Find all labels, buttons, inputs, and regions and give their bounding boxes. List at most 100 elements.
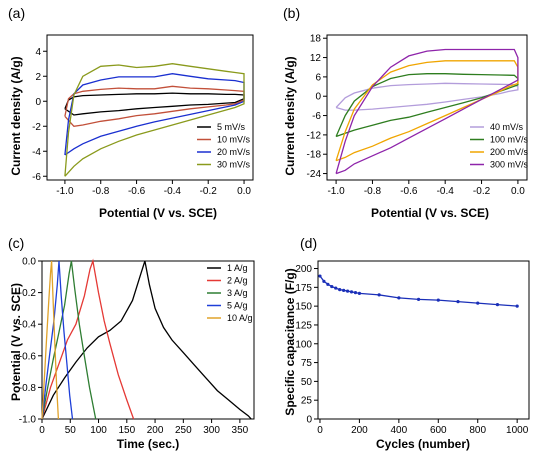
panel-a: (a) Current density (A/g) Potential (V v… <box>8 5 217 220</box>
y-tick-label-d: 75 <box>301 358 313 369</box>
legend-label-c: 3 A/g <box>227 288 248 298</box>
legend-label-a: 30 mV/s <box>217 160 251 170</box>
series-line-c-1 <box>41 258 135 420</box>
series-line-b-0 <box>335 82 519 111</box>
legend-label-b: 100 mV/s <box>490 135 529 145</box>
panel-c: (c) Potential (V vs. SCE) Time (sec.) <box>8 235 179 451</box>
x-tick-label-c: 200 <box>147 425 164 436</box>
panel-d-xlabel: Cycles (number) <box>376 437 470 451</box>
x-tick-label-a: -1.0 <box>56 186 74 197</box>
panel-b-label: (b) <box>283 5 300 21</box>
x-tick-label-d: 0 <box>317 425 323 436</box>
data-point <box>495 303 500 307</box>
x-tick-label-a: -0.6 <box>128 186 146 197</box>
y-tick-label-d: 100 <box>295 339 312 350</box>
y-tick-label-d: 175 <box>295 283 312 294</box>
y-tick-label-b: -18 <box>307 150 322 161</box>
x-tick-label-b: 0.0 <box>511 186 525 197</box>
plot-frame-a <box>46 34 254 181</box>
x-tick-label-b: -0.8 <box>364 186 382 197</box>
y-tick-label-c: -1.0 <box>19 415 37 426</box>
data-point <box>353 291 358 295</box>
panel-b: (b) Current density (A/g) Potential (V v… <box>283 5 489 220</box>
plot-c: 0 50 100 150 200 250 300 350 -1.0 -0.8 -0.6 -0.4 -0.… <box>19 257 255 436</box>
series-line-a-3 <box>64 63 245 177</box>
y-tick-label-a: -6 <box>32 172 41 183</box>
y-tick-label-d: 0 <box>306 415 312 426</box>
y-tick-label-b: -12 <box>307 130 322 141</box>
y-tick-label-b: 12 <box>310 53 322 64</box>
y-tick-label-d: 150 <box>295 302 312 313</box>
x-tick-label-c: 0 <box>39 425 45 436</box>
panel-c-ylabel: Potential (V vs. SCE) <box>9 283 23 401</box>
x-tick-label-a: -0.8 <box>92 186 110 197</box>
panel-b-ylabel: Current density (A/g) <box>283 56 297 175</box>
data-point <box>330 284 334 289</box>
x-tick-label-a: -0.2 <box>200 186 218 197</box>
data-point <box>345 289 350 293</box>
y-tick-label-d: 125 <box>295 320 312 331</box>
y-tick-label-a: -4 <box>32 147 41 158</box>
x-tick-label-c: 50 <box>65 425 77 436</box>
x-tick-label-b: -0.2 <box>473 186 491 197</box>
panel-a-ylabel: Current density (A/g) <box>9 56 23 175</box>
x-tick-label-a: -0.4 <box>164 186 182 197</box>
data-point <box>357 291 362 295</box>
data-point <box>349 290 354 294</box>
series-line-c-0 <box>41 260 252 420</box>
series-line-c-4 <box>41 260 60 420</box>
plot-frame-d <box>317 260 530 420</box>
data-point <box>326 282 330 286</box>
y-tick-label-b: 6 <box>315 72 321 83</box>
series-line-b-3 <box>335 48 519 175</box>
data-point <box>322 279 326 283</box>
data-point <box>476 301 480 305</box>
plot-a: -1.0 -0.8 -0.6 -0.4 -0.2 0.0 -6 -4 -2 0 2 4 5 mV/s 10… <box>32 34 254 197</box>
x-tick-label-d: 1000 <box>506 425 529 436</box>
series-line-c-3 <box>41 260 74 420</box>
plot-d: 0 200 400 600 800 1000 0 25 50 75 100 125 150 175 200 <box>295 260 530 436</box>
x-tick-label-d: 800 <box>469 425 486 436</box>
series-line-d-0 <box>319 275 518 307</box>
series-line-a-1 <box>64 85 245 127</box>
panel-d-ylabel: Specific capacitance (F/g) <box>283 268 297 415</box>
y-tick-label-a: -2 <box>32 122 41 133</box>
y-tick-label-a: 2 <box>35 72 41 83</box>
legend-label-b: 300 mV/s <box>490 160 529 170</box>
y-tick-label-b: -6 <box>312 111 321 122</box>
panel-a-label: (a) <box>8 5 25 21</box>
panel-c-xlabel: Time (sec.) <box>117 437 179 451</box>
y-tick-label-c: -0.4 <box>19 320 37 331</box>
data-point <box>515 304 519 308</box>
series-line-a-0 <box>64 92 245 116</box>
y-tick-label-c: 0.0 <box>22 257 36 268</box>
plot-frame-c <box>41 260 255 420</box>
x-tick-label-b: -1.0 <box>327 186 345 197</box>
x-tick-label-c: 300 <box>203 425 220 436</box>
y-tick-label-c: -0.6 <box>19 351 37 362</box>
data-point <box>318 274 322 278</box>
panel-d-label: (d) <box>300 235 317 251</box>
data-point <box>456 300 460 304</box>
panel-a-xlabel: Potential (V vs. SCE) <box>99 206 217 220</box>
legend-label-c: 5 A/g <box>227 301 248 311</box>
y-tick-label-b: -24 <box>307 169 322 180</box>
legend-label-c: 2 A/g <box>227 276 248 286</box>
panel-d: (d) Specific capacitance (F/g) Cycles (n… <box>283 235 470 451</box>
x-tick-label-c: 350 <box>232 425 249 436</box>
legend-label-a: 5 mV/s <box>217 122 246 132</box>
legend-label-b: 40 mV/s <box>490 122 524 132</box>
data-point <box>397 296 401 300</box>
y-tick-label-d: 200 <box>295 264 312 275</box>
y-tick-label-d: 50 <box>301 377 313 388</box>
x-tick-label-b: -0.6 <box>400 186 418 197</box>
panel-c-label: (c) <box>8 235 24 251</box>
series-line-b-2 <box>335 60 519 162</box>
x-tick-label-a: 0.0 <box>237 186 251 197</box>
series-line-c-2 <box>41 260 97 420</box>
panel-b-xlabel: Potential (V vs. SCE) <box>371 206 489 220</box>
data-point <box>377 293 381 297</box>
data-point <box>342 288 346 292</box>
x-tick-label-d: 600 <box>430 425 447 436</box>
